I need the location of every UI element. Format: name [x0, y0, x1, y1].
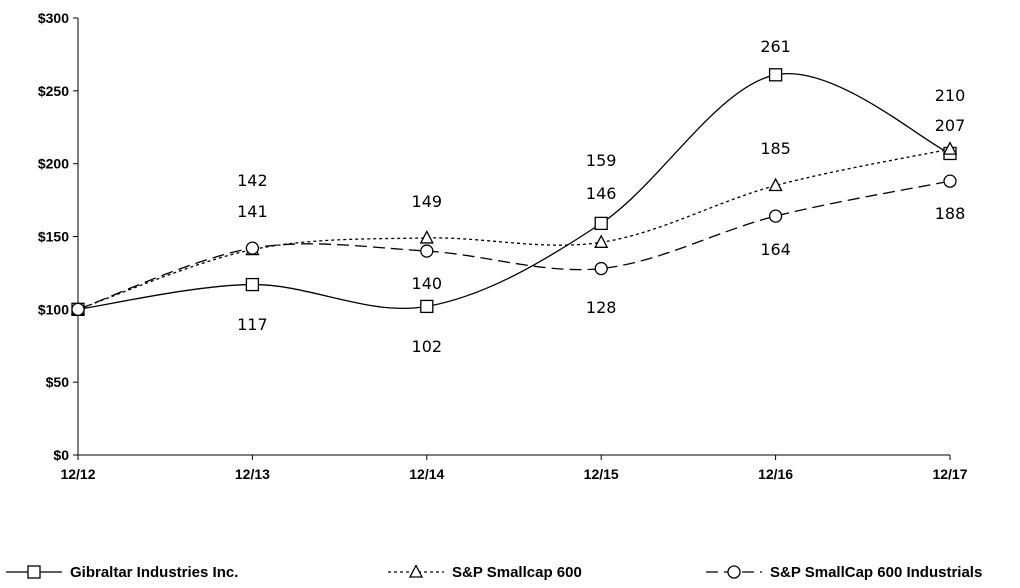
legend-label: Gibraltar Industries Inc. [70, 564, 238, 581]
series-line-circle [77, 180, 951, 310]
data-label: 149 [412, 192, 443, 211]
data-point-square [594, 216, 608, 231]
data-label: 102 [412, 337, 443, 356]
series-line-square [77, 72, 951, 310]
legend-marker-triangle [408, 564, 424, 578]
data-point-circle [594, 261, 608, 276]
series-line-triangle [77, 148, 951, 310]
x-tick-label: 12/17 [932, 466, 967, 482]
y-tick-label: $250 [38, 83, 69, 99]
y-tick-label: $100 [38, 301, 69, 317]
y-tick-label: $50 [46, 374, 70, 390]
y-tick-label: $300 [38, 10, 69, 26]
data-label: 141 [237, 202, 268, 221]
data-label: 210 [935, 86, 966, 105]
data-point-circle [420, 244, 434, 258]
data-point-triangle [419, 230, 434, 244]
data-point-square [768, 68, 783, 82]
legend-label: S&P SmallCap 600 Industrials [770, 564, 982, 581]
legend-label: S&P Smallcap 600 [452, 564, 582, 581]
data-point-square [420, 299, 434, 314]
x-tick-label: 12/16 [758, 466, 793, 482]
x-tick-label: 12/12 [60, 466, 95, 482]
data-labels: 117 102 159 261 207 141 149 146 185 210 142 140 128 1… [237, 37, 965, 356]
data-label: 140 [412, 274, 443, 293]
x-tick-label: 12/15 [584, 466, 619, 482]
data-label: 261 [760, 37, 791, 56]
data-point-triangle [594, 234, 609, 248]
data-point-triangle [768, 177, 783, 192]
y-tick-label: $0 [53, 447, 69, 463]
data-point-triangle [942, 141, 958, 155]
legend: Gibraltar Industries Inc. S&P Smallcap 60… [6, 564, 982, 581]
data-point-circle [71, 302, 85, 316]
legend-marker-circle [727, 565, 741, 579]
legend-marker-square [27, 565, 41, 579]
data-label: 128 [586, 298, 617, 317]
data-label: 146 [586, 184, 617, 203]
data-label: 117 [237, 315, 268, 334]
series-lines [70, 68, 958, 316]
data-label: 142 [237, 171, 268, 190]
data-point-square [245, 277, 260, 292]
x-tick-label: 12/13 [235, 466, 270, 482]
y-tick-label: $200 [38, 156, 69, 172]
data-point-circle [943, 174, 957, 188]
x-tick-label: 12/14 [409, 466, 444, 482]
data-label: 207 [935, 116, 966, 135]
data-label: 159 [586, 151, 617, 170]
data-point-circle [245, 241, 260, 255]
y-axis: $0 $50 $100 $150 $200 $250 $300 [38, 10, 79, 463]
y-tick-label: $150 [38, 229, 69, 245]
data-label: 185 [760, 139, 791, 158]
x-axis: 12/12 12/13 12/14 12/15 12/16 12/17 [60, 454, 968, 482]
data-point-circle [768, 209, 783, 223]
data-label: 188 [935, 204, 966, 223]
data-label: 164 [760, 240, 791, 259]
